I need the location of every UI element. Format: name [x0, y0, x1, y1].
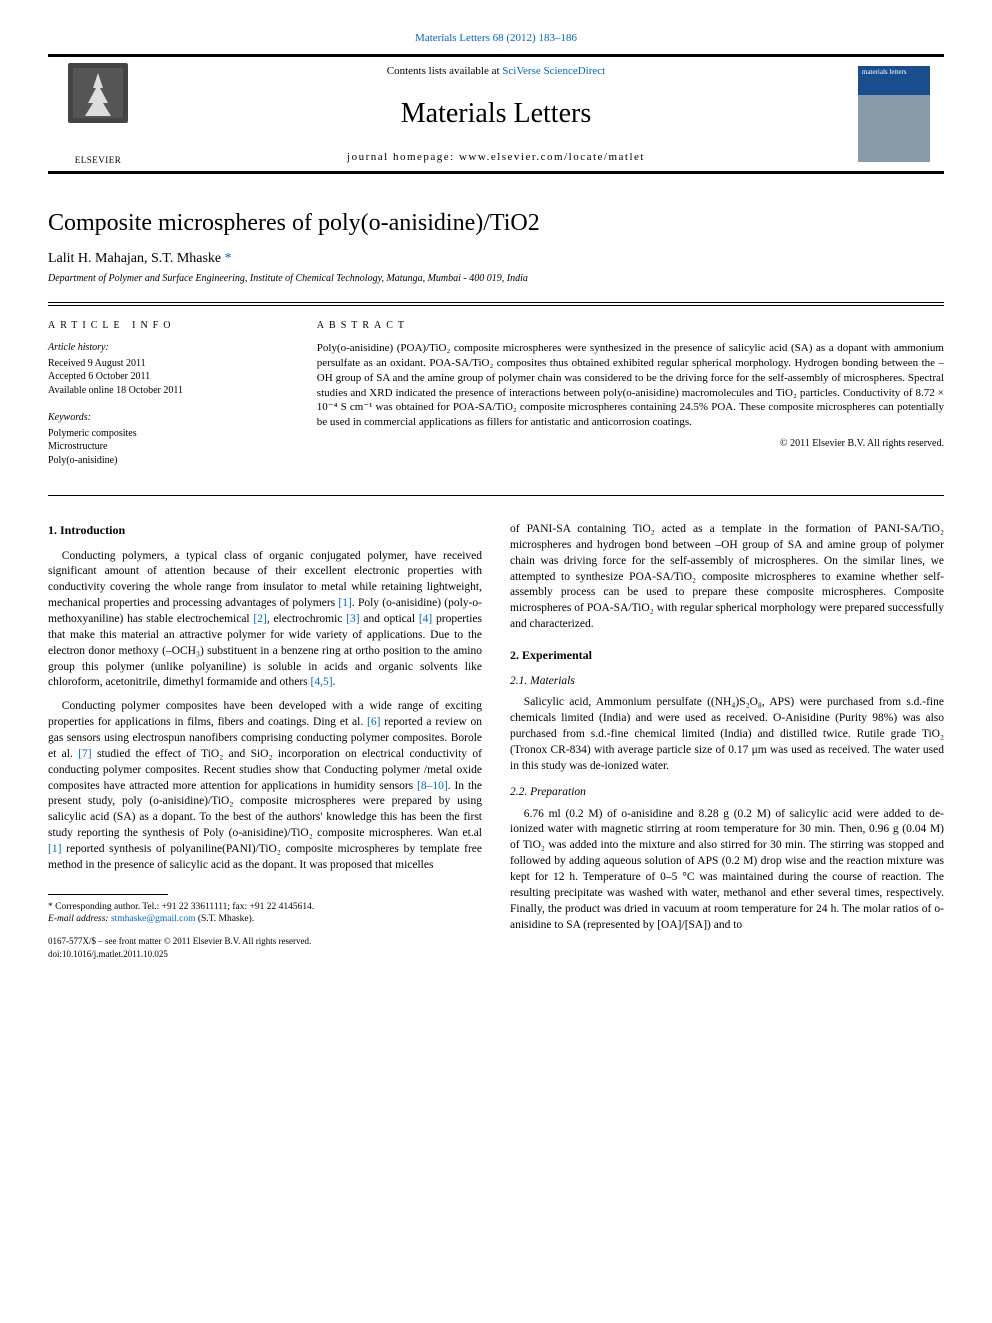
keyword-item: Microstructure [48, 440, 299, 454]
paragraph: Conducting polymers, a typical class of … [48, 549, 482, 692]
abstract-text: Poly(o-anisidine) (POA)/TiO₂ composite m… [317, 341, 944, 430]
article-title: Composite microspheres of poly(o-anisidi… [48, 210, 944, 237]
corresponding-footnote: * Corresponding author. Tel.: +91 22 336… [48, 901, 482, 926]
publisher-name: ELSEVIER [75, 155, 122, 165]
section-2-heading: 2. Experimental [510, 647, 944, 664]
email-suffix: (S.T. Mhaske). [195, 914, 254, 924]
sciencedirect-link[interactable]: SciVerse ScienceDirect [502, 65, 605, 77]
history-label: Article history: [48, 341, 299, 355]
citation-header: Materials Letters 68 (2012) 183–186 [48, 32, 944, 44]
article-info-col: article info Article history: Received 9… [48, 305, 317, 495]
section-2-2-heading: 2.2. Preparation [510, 785, 944, 801]
history-block: Article history: Received 9 August 2011 … [48, 341, 299, 397]
abstract-label: abstract [317, 320, 944, 331]
affiliation: Department of Polymer and Surface Engine… [48, 273, 944, 284]
keyword-item: Polymeric composites [48, 427, 299, 441]
paragraph: 6.76 ml (0.2 M) of o-anisidine and 8.28 … [510, 807, 944, 934]
issn-line: 0167-577X/$ – see front matter © 2011 El… [48, 935, 482, 947]
cover-label: materials letters [862, 68, 907, 76]
keywords-block: Keywords: Polymeric composites Microstru… [48, 411, 299, 467]
email-link[interactable]: stmhaske@gmail.com [111, 914, 195, 924]
article-info-label: article info [48, 320, 299, 331]
keyword-item: Poly(o-anisidine) [48, 454, 299, 468]
banner-center: Contents lists available at SciVerse Sci… [148, 57, 844, 171]
corresponding-marker: * [225, 251, 232, 266]
authors-line: Lalit H. Mahajan, S.T. Mhaske * [48, 251, 944, 267]
left-column: 1. Introduction Conducting polymers, a t… [48, 522, 482, 960]
corr-author-line: * Corresponding author. Tel.: +91 22 336… [48, 901, 482, 913]
email-label: E-mail address: [48, 914, 111, 924]
journal-homepage: journal homepage: www.elsevier.com/locat… [347, 151, 645, 163]
accepted-date: Accepted 6 October 2011 [48, 370, 299, 384]
body-columns: 1. Introduction Conducting polymers, a t… [48, 522, 944, 960]
section-2-1-heading: 2.1. Materials [510, 674, 944, 690]
abstract-copyright: © 2011 Elsevier B.V. All rights reserved… [317, 438, 944, 449]
paragraph: Conducting polymer composites have been … [48, 699, 482, 873]
journal-title: Materials Letters [401, 98, 591, 130]
footnote-rule [48, 894, 168, 895]
email-line: E-mail address: stmhaske@gmail.com (S.T.… [48, 913, 482, 925]
contents-line: Contents lists available at SciVerse Sci… [387, 65, 605, 77]
right-column: of PANI-SA containing TiO₂ acted as a te… [510, 522, 944, 960]
publisher-block: ELSEVIER [48, 57, 148, 171]
section-1-heading: 1. Introduction [48, 522, 482, 539]
journal-cover-icon: materials letters [858, 66, 930, 162]
paragraph: Salicylic acid, Ammonium persulfate ((NH… [510, 695, 944, 774]
keywords-label: Keywords: [48, 411, 299, 425]
journal-banner: ELSEVIER Contents lists available at Sci… [48, 54, 944, 174]
author-names: Lalit H. Mahajan, S.T. Mhaske [48, 251, 221, 266]
received-date: Received 9 August 2011 [48, 357, 299, 371]
cover-block: materials letters [844, 57, 944, 171]
contents-prefix: Contents lists available at [387, 65, 502, 77]
meta-abstract-row: article info Article history: Received 9… [48, 302, 944, 496]
elsevier-tree-icon [68, 63, 128, 123]
online-date: Available online 18 October 2011 [48, 384, 299, 398]
paragraph: of PANI-SA containing TiO₂ acted as a te… [510, 522, 944, 633]
abstract-col: abstract Poly(o-anisidine) (POA)/TiO₂ co… [317, 305, 944, 495]
doi-line: doi:10.1016/j.matlet.2011.10.025 [48, 948, 482, 960]
